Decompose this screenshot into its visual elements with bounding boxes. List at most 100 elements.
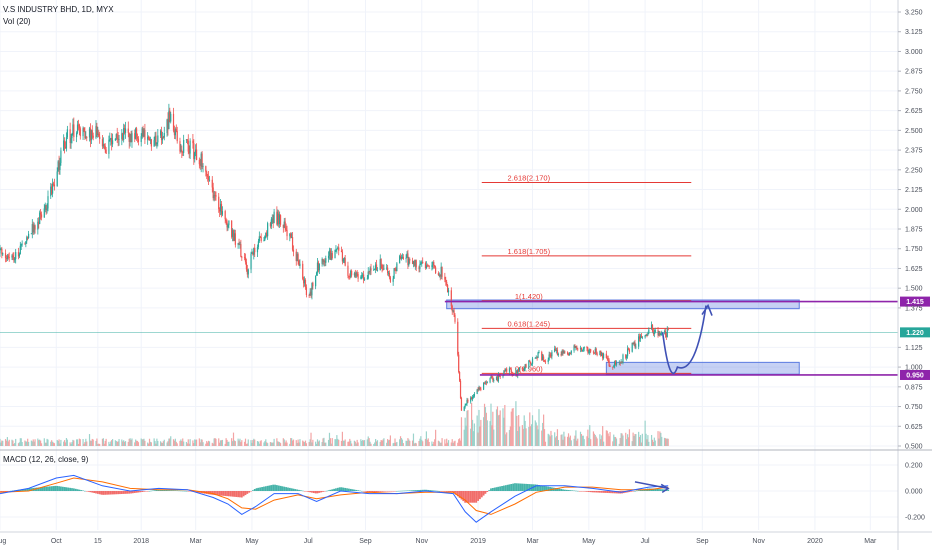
macd-histogram-bar: [167, 490, 169, 491]
candle-body: [263, 240, 265, 241]
candle-body: [379, 259, 381, 271]
y-tick-label: 2.750: [905, 88, 923, 95]
macd-histogram-bar: [458, 491, 461, 498]
candle-body: [32, 224, 34, 233]
volume-bar: [486, 420, 488, 446]
candle-body: [115, 134, 117, 139]
volume-bar: [463, 429, 465, 446]
macd-histogram-bar: [543, 486, 546, 491]
candle-body: [53, 184, 56, 187]
candle-body: [541, 352, 543, 361]
volume-bar: [516, 415, 518, 446]
volume-bar: [215, 438, 217, 446]
candle-body: [24, 243, 26, 245]
macd-histogram-bar: [325, 490, 328, 492]
volume-bar: [614, 437, 617, 446]
macd-histogram-bar: [288, 487, 291, 491]
macd-histogram-bar: [667, 489, 670, 491]
volume-bar: [187, 439, 189, 446]
candle-body: [594, 348, 596, 353]
candle-body: [66, 129, 68, 138]
candle-body: [39, 212, 41, 224]
horizontal-levels[interactable]: 1.415 0.950 1.220: [0, 296, 930, 380]
macd-histogram-bar: [432, 490, 435, 491]
volume-legend: Vol (20): [3, 17, 31, 26]
candle-body: [30, 233, 32, 235]
volume-bar: [318, 440, 320, 446]
volume-bar: [37, 438, 39, 446]
volume-bar: [573, 438, 575, 446]
candle-body: [577, 348, 579, 350]
macd-histogram-bar: [495, 487, 498, 491]
macd-histogram-bar: [394, 491, 396, 492]
price-zone: [605, 361, 800, 375]
macd-histogram-bar: [373, 491, 376, 493]
candle-body: [65, 137, 68, 149]
volume-bar: [536, 425, 538, 446]
macd-histogram-bar: [299, 490, 302, 491]
macd-histogram-bar: [578, 491, 581, 492]
candle-body: [427, 265, 429, 267]
volume-bar: [110, 441, 112, 446]
volume-bar: [131, 438, 133, 446]
volume-bar: [483, 417, 485, 446]
macd-histogram-bar: [353, 489, 356, 491]
candle-body: [159, 130, 162, 136]
volume-bar: [382, 439, 384, 446]
x-tick-label: Sep: [696, 538, 709, 545]
candle-body: [243, 256, 246, 258]
volume-bar: [609, 432, 611, 446]
candle-body: [173, 130, 176, 136]
macd-histogram-bar: [652, 488, 655, 491]
macd-histogram-bar: [122, 491, 125, 494]
macd-histogram-bar: [414, 490, 417, 491]
volume-bar: [45, 442, 47, 446]
volume-bar: [492, 411, 494, 446]
macd-histogram-bar: [484, 491, 487, 494]
support-badge-label: 0.950: [906, 372, 924, 379]
macd-histogram-bar: [628, 491, 631, 493]
candle-body: [418, 267, 420, 269]
candle-body: [561, 350, 563, 356]
macd-histogram-bar: [0, 491, 1, 493]
candle-body: [289, 233, 291, 237]
candle-body: [76, 132, 78, 138]
volume-bar: [189, 439, 191, 446]
candle-body: [259, 236, 261, 238]
candle-body: [554, 348, 557, 351]
candle-body: [337, 247, 339, 249]
candle-body: [140, 136, 142, 143]
price-candles: [0, 103, 669, 412]
volume-bar: [260, 440, 262, 446]
candle-body: [522, 368, 524, 371]
volume-bar: [291, 438, 293, 446]
volume-bar: [579, 431, 582, 446]
candle-body: [348, 275, 350, 277]
volume-bar: [658, 438, 660, 446]
macd-histogram-bar: [268, 485, 271, 491]
candle-body: [78, 124, 80, 129]
candle-body: [50, 186, 52, 197]
candle-body: [602, 353, 605, 359]
volume-bar: [399, 436, 402, 446]
candle-body: [651, 324, 654, 332]
macd-histogram-bar: [464, 491, 467, 503]
volume-bar: [182, 438, 184, 446]
volume-bar: [625, 432, 627, 446]
macd-histogram-bar: [333, 488, 335, 491]
macd-histogram-bar: [80, 490, 83, 491]
projection-arrow[interactable]: [661, 303, 713, 374]
macd-histogram-bar: [257, 487, 260, 491]
candle-body: [144, 129, 146, 140]
volume-bar: [663, 437, 666, 446]
volume-bar: [263, 442, 265, 446]
macd-histogram-bar: [301, 490, 304, 492]
fibonacci-levels[interactable]: 2.618(2.170) 1.618(1.705) 1(1.420) 0.618(1.…: [481, 173, 692, 374]
candle-body: [195, 149, 198, 160]
macd-histogram-bar: [401, 490, 404, 492]
candle-body: [168, 110, 170, 130]
macd-histogram-bar: [82, 490, 84, 491]
macd-histogram-bar: [222, 491, 225, 496]
macd-histogram-bar: [383, 491, 385, 492]
